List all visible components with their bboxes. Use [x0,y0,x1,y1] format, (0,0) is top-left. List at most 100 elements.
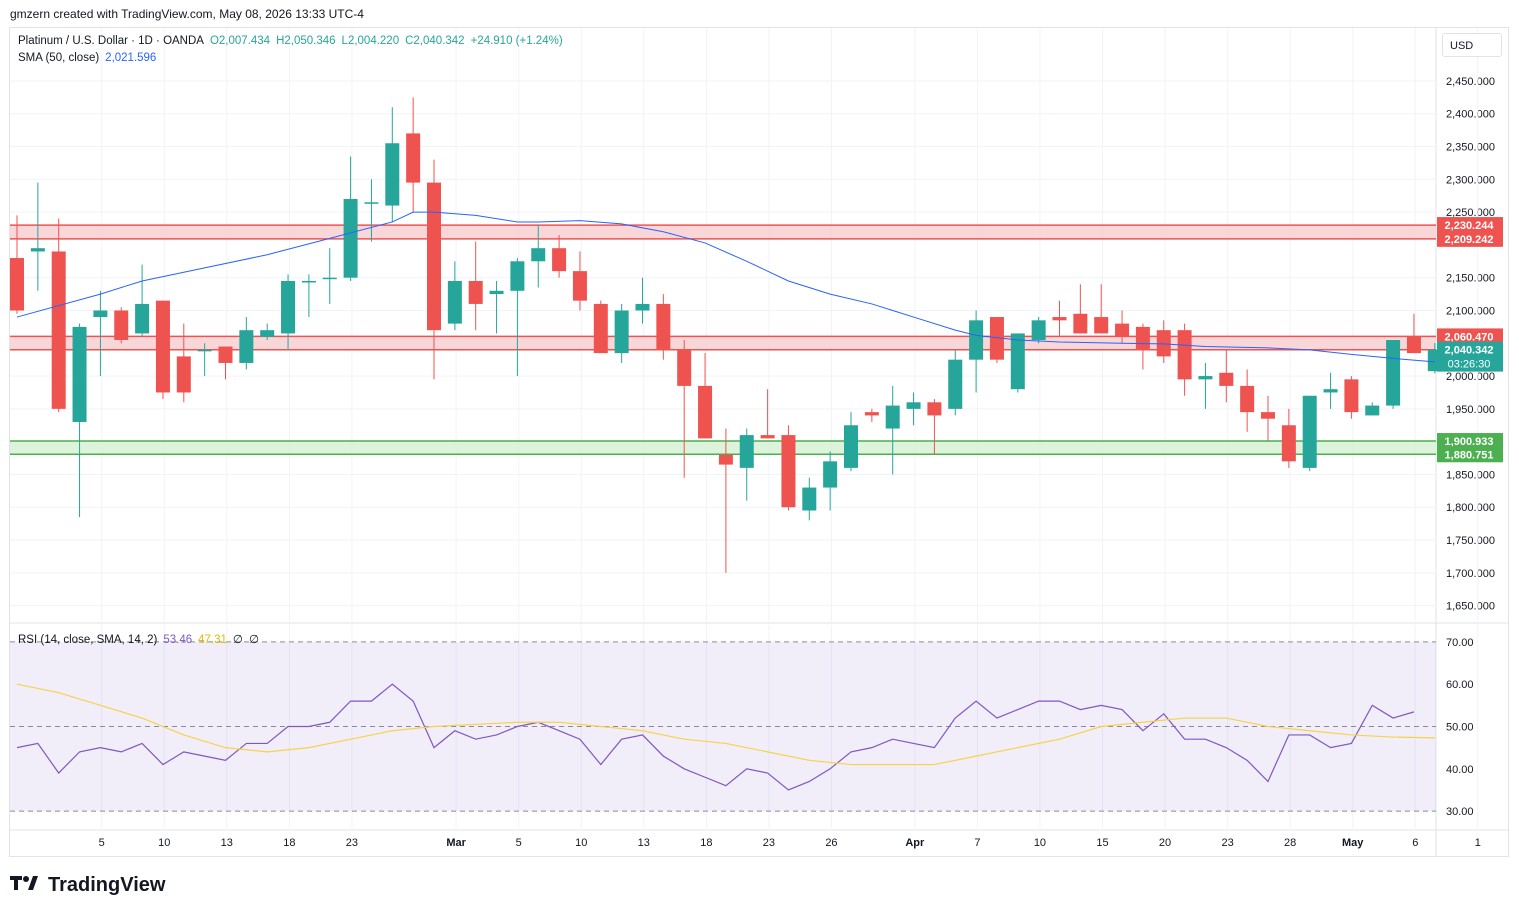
candle-body[interactable] [718,454,733,465]
candle-body[interactable] [802,487,817,511]
candle-body[interactable] [406,133,421,183]
currency-selector[interactable]: USD [1442,33,1502,57]
time-tick-label: 13 [221,837,233,849]
candle-body[interactable] [489,290,504,295]
candle-body[interactable] [468,280,483,304]
candle-body[interactable] [969,320,984,360]
rsi-sma-line[interactable] [16,683,1435,766]
candle-body[interactable] [155,300,170,393]
rsi-label[interactable]: RSI (14, close, SMA, 14, 2) [18,634,158,646]
candle-body[interactable] [218,346,233,363]
candle-body[interactable] [93,310,108,318]
time-tick-label: 1 [1475,837,1481,849]
time-tick-label: 18 [700,837,712,849]
rsi-tick-label: 30.00 [1446,806,1474,818]
candle-body[interactable] [635,303,650,311]
sma-value: 2,021.596 [105,52,157,64]
rsi-value: 53.46 [163,634,193,646]
symbol-title[interactable]: Platinum / U.S. Dollar · 1D · OANDA [18,35,204,47]
candle-body[interactable] [1323,389,1338,393]
candle-body[interactable] [239,330,254,363]
candle-body[interactable] [135,303,150,334]
price-tick-label: 1,800.000 [1446,502,1495,514]
candle-body[interactable] [593,303,608,354]
tradingview-logo[interactable]: TradingView [10,874,165,897]
level-price-tag [1437,328,1503,345]
candle-body[interactable] [614,310,629,354]
candle-body[interactable] [72,326,87,422]
price-tick-label: 2,100.000 [1446,305,1495,317]
candle-body[interactable] [1281,425,1296,462]
candle-body[interactable] [447,280,462,324]
time-tick-label: 5 [516,837,522,849]
candle-body[interactable] [301,280,316,283]
candle-body[interactable] [823,461,838,488]
candle-body[interactable] [698,385,713,439]
ohlc-legend: Platinum / U.S. Dollar · 1D · OANDA O2,00… [18,35,569,47]
candle-body[interactable] [739,435,754,468]
candle-body[interactable] [781,435,796,508]
candle-body[interactable] [885,405,900,429]
rsi-sma-value: 47.31 [198,634,227,646]
candle-body[interactable] [197,349,212,352]
candle-body[interactable] [989,317,1004,360]
candle-body[interactable] [906,402,921,409]
candle-body[interactable] [1177,330,1192,380]
price-tick-label: 2,150.000 [1446,273,1495,285]
candle-body[interactable] [1135,326,1150,350]
candle-body[interactable] [1365,405,1380,416]
rsi-tick-label: 50.00 [1446,722,1474,734]
price-tick-label: 2,400.000 [1446,109,1495,121]
candle-body[interactable] [927,402,942,416]
candle-body[interactable] [1094,317,1109,334]
candle-body[interactable] [572,271,587,301]
rsi-line[interactable] [16,683,1415,791]
candle-body[interactable] [864,412,879,416]
candle-body[interactable] [1344,379,1359,413]
candle-body[interactable] [948,359,963,409]
last-price-label: 2,040.342 [1445,345,1494,357]
time-tick-label: 28 [1284,837,1296,849]
candle-body[interactable] [552,248,567,272]
time-tick-label: 6 [1412,837,1418,849]
candle-body[interactable] [260,330,275,337]
candle-body[interactable] [531,248,546,262]
candle-body[interactable] [656,303,671,350]
candle-body[interactable] [114,310,129,340]
candle-body[interactable] [427,182,441,331]
candle-body[interactable] [281,280,296,334]
candle-body[interactable] [51,251,66,409]
level-price-label: 2,230.244 [1445,220,1495,232]
candle-body[interactable] [510,261,525,291]
candle-body[interactable] [30,248,45,252]
candle-body[interactable] [1219,372,1234,386]
candle-body[interactable] [1052,317,1067,321]
candle-body[interactable] [1406,336,1421,354]
candle-body[interactable] [1031,320,1046,340]
time-tick-label: Mar [446,837,466,849]
candle-body[interactable] [343,199,358,278]
candle-body[interactable] [1010,333,1025,390]
candle-body[interactable] [844,425,858,468]
candle-body[interactable] [1240,385,1255,413]
chart-credit: gmzern created with TradingView.com, May… [10,7,364,21]
candle-body[interactable] [1198,376,1213,380]
candle-body[interactable] [1386,340,1401,406]
candle-body[interactable] [1156,330,1171,357]
candle-body[interactable] [1115,323,1130,337]
candle-body[interactable] [760,435,775,439]
candle-body[interactable] [1261,412,1275,419]
candle-body[interactable] [677,349,692,386]
candle-body[interactable] [322,277,337,280]
sma-line[interactable] [16,211,1435,363]
sma-label[interactable]: SMA (50, close) [18,52,100,64]
candle-body[interactable] [364,202,379,204]
tradingview-brand: TradingView [48,874,166,896]
candle-body[interactable] [385,143,400,206]
candle-body[interactable] [1073,313,1088,334]
candle-body[interactable] [10,258,24,311]
candle-body[interactable] [176,356,191,393]
legend-low: L2,004.220 [341,35,400,47]
candle-body[interactable] [1302,395,1317,468]
